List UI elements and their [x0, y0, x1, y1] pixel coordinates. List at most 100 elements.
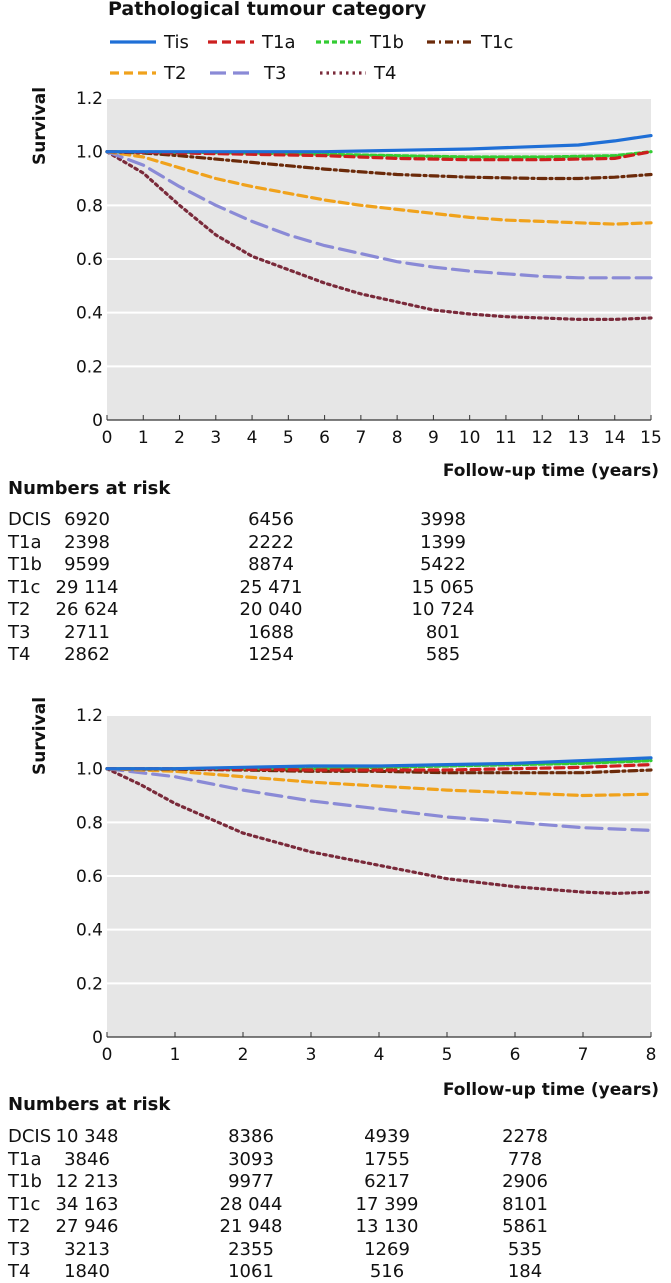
- risk-cell: 9599: [64, 554, 110, 575]
- x-tick-label: 14: [604, 428, 626, 448]
- y-tick-label: 0.4: [76, 921, 103, 941]
- legend-swatch-t1c: [427, 40, 473, 44]
- legend-item-t1b: T1b: [314, 30, 404, 54]
- risk-cell: 1688: [248, 621, 294, 643]
- risk-cell: 2222: [248, 531, 294, 553]
- x-tick-label: 1: [170, 1045, 181, 1065]
- risk-cell: 6920: [64, 509, 110, 530]
- risk-row-label: T1a: [8, 1148, 42, 1170]
- series-line-t1c: [105, 150, 653, 181]
- y-axis-title: Survival: [30, 87, 50, 165]
- risk-cell: 2398: [64, 531, 110, 553]
- risk-cell: 34 163: [55, 1193, 119, 1215]
- y-tick-label: 1.0: [76, 760, 103, 780]
- x-tick-label: 7: [578, 1045, 589, 1065]
- x-tick-label: 10: [459, 428, 481, 448]
- risk-cell: 6456: [248, 509, 294, 530]
- risk-cell: 516: [369, 1261, 405, 1282]
- chart-svg-1: 00.20.40.60.81.01.20 1 2 3 4 5 6 7 8 9 10 11 12 13 14 1…: [30, 87, 662, 448]
- risk-cell: 4939: [364, 1126, 410, 1147]
- risk-cell: 2355: [228, 1238, 274, 1260]
- legend-title: Pathological tumour category: [108, 0, 427, 20]
- risk-cell: 20 040: [239, 599, 303, 620]
- risk-cell: 13 130: [355, 1216, 419, 1237]
- legend-item-t1a: T1a: [206, 30, 295, 54]
- risk-cell: 2862: [64, 644, 110, 665]
- risk-row-label: T1b: [8, 554, 42, 575]
- x-tick-label: 4: [374, 1045, 385, 1065]
- legend-swatch-t1a: [208, 40, 254, 44]
- legend-label: T4: [374, 62, 397, 84]
- risk-row-label: T2: [8, 599, 31, 620]
- risk-cell: 1061: [228, 1261, 274, 1282]
- x-tick-label: 9: [428, 428, 439, 448]
- risk-row-label: DCIS: [8, 1126, 52, 1147]
- risk-cell: 1399: [420, 531, 466, 553]
- legend-item-t1c: T1c: [425, 30, 513, 54]
- x-tick-label: 12: [531, 428, 553, 448]
- x-tick-label: 0: [102, 1045, 113, 1065]
- risk-row-label: T1c: [8, 1193, 41, 1215]
- risk-cell: 3846: [64, 1148, 110, 1170]
- x-tick-label: 11: [495, 428, 517, 448]
- risk-cell: 25 471: [239, 576, 303, 598]
- legend-swatch-t3: [210, 71, 256, 75]
- risk-cell: 8101: [502, 1193, 548, 1215]
- risk-cell: 2711: [64, 621, 110, 643]
- y-tick-label: 1.2: [76, 706, 103, 726]
- y-tick-label: 0: [92, 411, 103, 431]
- x-tick-label: 13: [568, 428, 590, 448]
- y-tick-label: 0: [92, 1028, 103, 1048]
- risk-cell: 27 946: [55, 1216, 119, 1237]
- legend-item-t2: T2: [108, 61, 186, 85]
- x-tick-label: 5: [442, 1045, 453, 1065]
- risk-cell: 17 399: [355, 1193, 419, 1215]
- risk-cell: 9977: [228, 1171, 274, 1192]
- risk-table-title-1: Numbers at risk: [8, 478, 171, 499]
- risk-cell: 5422: [420, 554, 466, 575]
- x-tick-label: 3: [210, 428, 221, 448]
- risk-cell: 801: [425, 621, 461, 643]
- series-line-t3: [105, 150, 653, 280]
- y-tick-label: 0.6: [76, 867, 103, 887]
- risk-cell: 29 114: [55, 576, 119, 598]
- risk-cell: 5861: [502, 1216, 548, 1237]
- x-axis-title: Follow-up time (years): [442, 461, 659, 481]
- risk-row-label: T3: [8, 621, 31, 643]
- risk-cell: 184: [507, 1261, 543, 1282]
- risk-cell: 1254: [248, 644, 294, 665]
- risk-cell: 1755: [364, 1148, 410, 1170]
- series-line-t2: [105, 767, 653, 798]
- risk-row-label: T4: [8, 644, 31, 665]
- series-line-t4: [105, 767, 653, 896]
- series-line-t1a: [105, 150, 653, 162]
- risk-row-label: T3: [8, 1238, 31, 1260]
- legend-label: T1b: [370, 31, 404, 53]
- legend-swatch-t2: [110, 71, 156, 75]
- risk-cell: 535: [507, 1238, 543, 1260]
- series-line-t3: [105, 767, 653, 833]
- x-tick-label: 4: [247, 428, 258, 448]
- series-line-t4: [105, 150, 653, 321]
- risk-cell: 10 724: [411, 599, 475, 620]
- legend-item-t3: T3: [208, 61, 286, 85]
- risk-cell: 1840: [64, 1261, 110, 1282]
- risk-cell: 3998: [420, 509, 466, 530]
- x-tick-label: 3: [306, 1045, 317, 1065]
- risk-cell: 3213: [64, 1238, 110, 1260]
- risk-cell: 15 065: [411, 576, 475, 598]
- risk-row-label: T1a: [8, 531, 42, 553]
- legend-label: Tis: [164, 31, 189, 53]
- x-axis-title: Follow-up time (years): [442, 1080, 659, 1100]
- risk-cell: 21 948: [219, 1216, 283, 1237]
- x-tick-label: 7: [355, 428, 366, 448]
- legend-label: T3: [264, 62, 287, 84]
- risk-cell: 8386: [228, 1126, 274, 1147]
- risk-cell: 28 044: [219, 1193, 283, 1215]
- y-tick-label: 1.0: [76, 143, 103, 163]
- x-tick-label: 2: [238, 1045, 249, 1065]
- legend-label: T2: [164, 62, 187, 84]
- risk-cell: 26 624: [55, 599, 119, 620]
- x-tick-label: 6: [510, 1045, 521, 1065]
- risk-row-label: T1c: [8, 576, 41, 598]
